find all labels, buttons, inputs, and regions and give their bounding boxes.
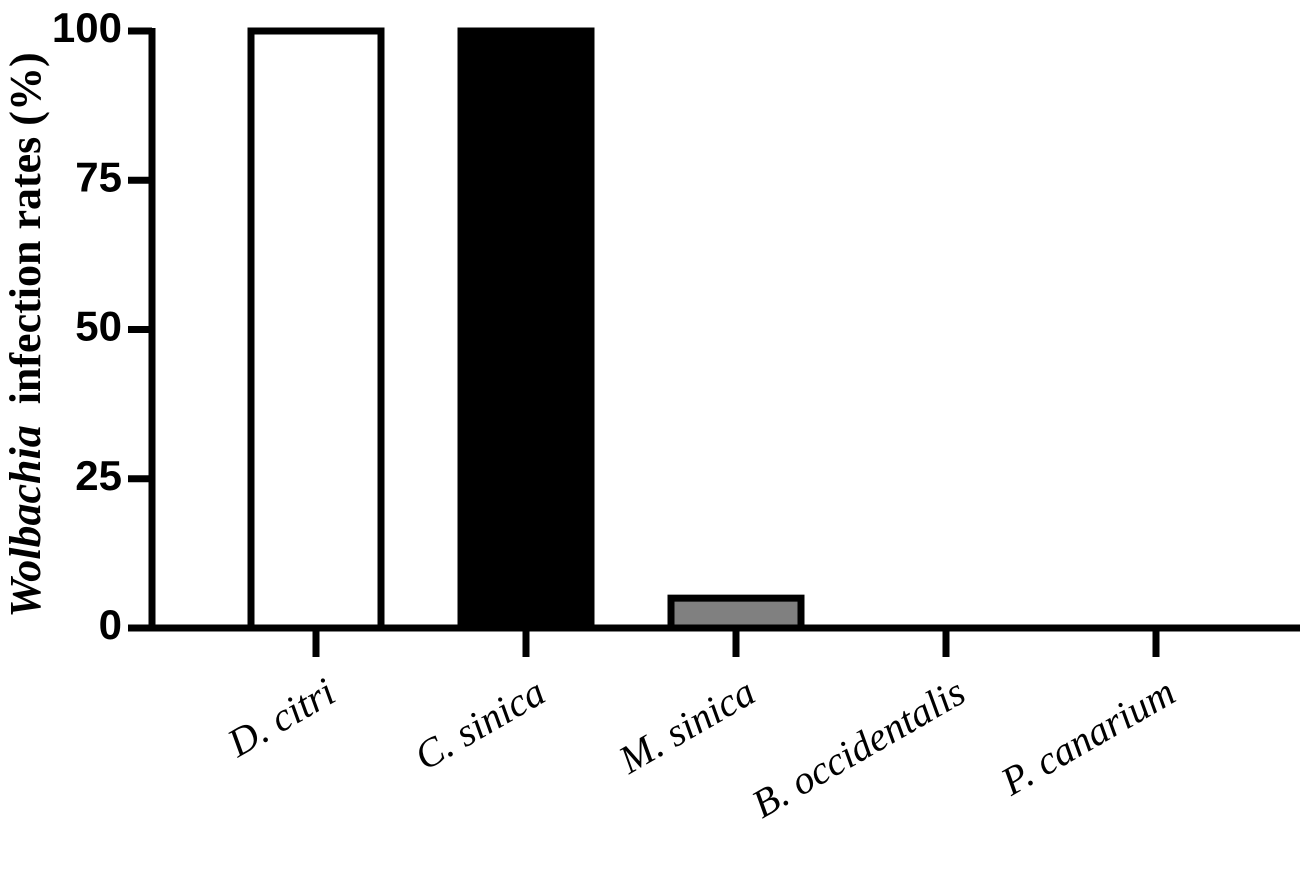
y-tick-label: 0 (99, 601, 122, 648)
bar (247, 27, 385, 632)
y-tick-label: 25 (75, 452, 122, 499)
bar (457, 27, 595, 632)
x-tick-label: P. canarium (992, 669, 1182, 805)
bar (667, 594, 805, 632)
y-tick-label: 100 (52, 4, 122, 51)
x-tick-label: M. sinica (610, 669, 762, 783)
y-tick-label: 75 (75, 153, 122, 200)
x-tick-label: C. sinica (407, 669, 553, 779)
y-axis-title-part: Wolbachia (1, 425, 50, 617)
x-tick-label: D. citri (219, 669, 342, 766)
x-tick-label: B. occidentalis (744, 669, 972, 827)
y-axis-title: Wolbachia infection rates (%) (1, 52, 50, 617)
y-tick-label: 50 (75, 303, 122, 350)
y-axis-title-part: infection rates (%) (1, 52, 50, 404)
